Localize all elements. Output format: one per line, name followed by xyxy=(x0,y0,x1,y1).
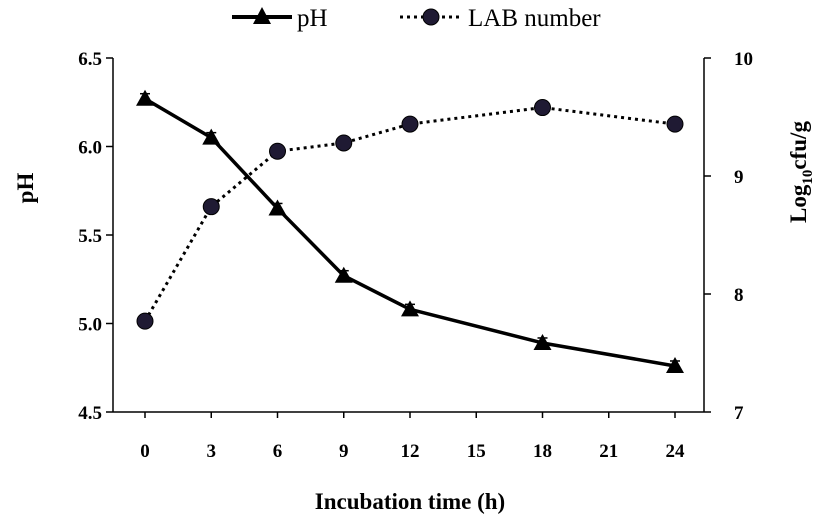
y2-axis-title-subscript: 10 xyxy=(800,170,816,185)
x-tick-label: 0 xyxy=(140,441,150,462)
series-0-point xyxy=(136,89,154,106)
x-tick-label: 9 xyxy=(339,441,349,462)
legend-ph-label: pH xyxy=(297,5,328,32)
axes xyxy=(112,58,705,413)
x-tick-label: 24 xyxy=(666,441,686,462)
legend: pH LAB number xyxy=(232,5,601,32)
series-1-point xyxy=(269,142,286,160)
x-tick-label: 12 xyxy=(401,441,420,462)
series-1-point xyxy=(335,134,353,152)
x-axis-ticks: 0 3 6 9 12 15 18 21 24 xyxy=(140,412,685,462)
y2-axis-title-rest: cfu/g xyxy=(786,121,811,170)
x-tick-label: 3 xyxy=(207,441,217,462)
x-tick-label: 6 xyxy=(273,441,283,462)
y2-tick-label: 7 xyxy=(734,403,744,424)
series-1-point xyxy=(202,198,220,216)
y2-tick-label: 9 xyxy=(734,167,744,188)
series-line-1 xyxy=(143,106,676,322)
x-tick-label: 21 xyxy=(599,441,618,462)
series-0-point xyxy=(401,300,419,317)
y2-axis-ticks: 7 8 9 10 xyxy=(704,49,753,424)
series-0-point xyxy=(533,333,552,350)
y-tick-label: 6.5 xyxy=(78,49,102,70)
y-axis-title: pH xyxy=(13,173,38,204)
x-tick-label: 15 xyxy=(467,441,486,462)
y2-tick-label: 8 xyxy=(734,285,744,306)
legend-lab-marker xyxy=(422,8,440,26)
series-1-point xyxy=(401,115,419,133)
x-tick-label: 18 xyxy=(533,441,552,462)
series-1-point xyxy=(534,99,551,117)
series-0-point xyxy=(268,199,287,216)
y-tick-label: 4.5 xyxy=(78,403,102,424)
y2-tick-label: 10 xyxy=(734,49,753,70)
y2-axis-title-main: Log xyxy=(786,184,811,223)
series-line-0 xyxy=(144,97,676,368)
y-axis-ticks: 4.5 5.0 5.5 6.0 6.5 xyxy=(78,49,113,424)
y-tick-label: 5.5 xyxy=(78,226,102,247)
series-1-point xyxy=(666,115,684,133)
y2-axis-title: Log10cfu/g xyxy=(786,121,816,223)
legend-ph-marker xyxy=(253,7,271,24)
legend-lab-label: LAB number xyxy=(468,5,601,32)
series-layer xyxy=(136,89,684,373)
y-tick-label: 6.0 xyxy=(78,138,102,159)
series-0-point xyxy=(202,128,221,145)
y-tick-label: 5.0 xyxy=(78,315,102,336)
series-0-point xyxy=(334,266,353,283)
x-axis-title: Incubation time (h) xyxy=(315,489,505,514)
series-0-point xyxy=(666,356,684,373)
series-1-point xyxy=(136,312,154,330)
